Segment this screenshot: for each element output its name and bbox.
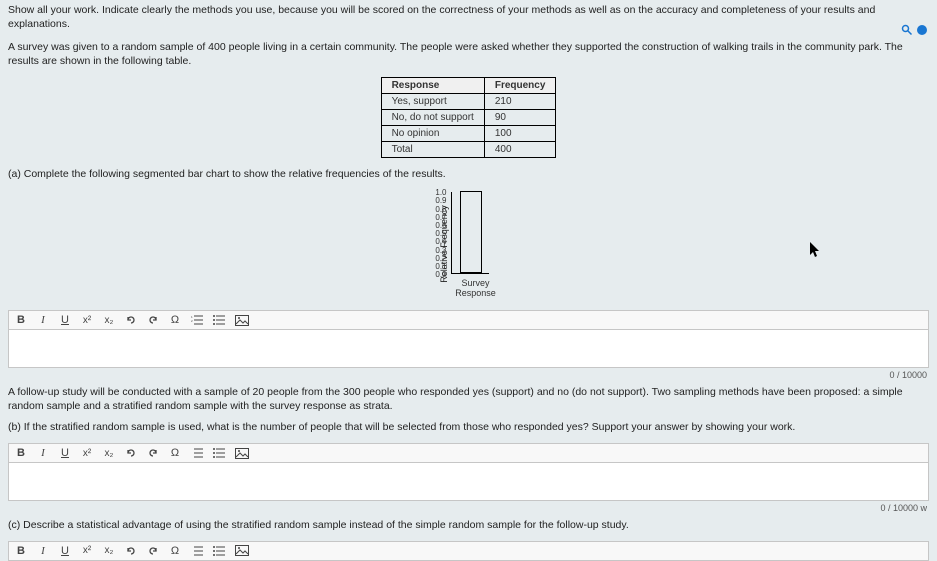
redo-button[interactable] <box>147 447 159 459</box>
underline-button[interactable]: U <box>59 447 71 459</box>
part-c-text: (c) Describe a statistical advantage of … <box>8 519 929 533</box>
underline-button[interactable]: U <box>59 545 71 557</box>
table-cell: 210 <box>484 93 556 109</box>
redo-button[interactable] <box>147 314 159 326</box>
part-a-text: (a) Complete the following segmented bar… <box>8 168 929 182</box>
table-cell: No, do not support <box>381 109 484 125</box>
underline-button[interactable]: U <box>59 314 71 326</box>
ordered-list-button[interactable]: 12 <box>191 315 203 325</box>
superscript-button[interactable]: x² <box>81 315 93 326</box>
undo-button[interactable] <box>125 447 137 459</box>
omega-button[interactable]: Ω <box>169 447 181 459</box>
image-button[interactable] <box>235 315 249 326</box>
table-cell: No opinion <box>381 125 484 141</box>
subscript-button[interactable]: x₂ <box>103 315 115 326</box>
svg-text:2: 2 <box>191 319 193 323</box>
answer-editor-a[interactable] <box>8 330 929 368</box>
ordered-list-button[interactable] <box>191 546 203 556</box>
omega-button[interactable]: Ω <box>169 545 181 557</box>
bar-outline <box>460 191 482 273</box>
table-cell: 90 <box>484 109 556 125</box>
undo-button[interactable] <box>125 314 137 326</box>
search-icon[interactable] <box>901 24 913 36</box>
unordered-list-button[interactable] <box>213 546 225 556</box>
redo-button[interactable] <box>147 545 159 557</box>
frequency-table: Response Frequency Yes, support210 No, d… <box>381 77 557 158</box>
editor-toolbar-c: B I U x² x₂ Ω <box>8 541 929 561</box>
bold-button[interactable]: B <box>15 447 27 459</box>
bold-button[interactable]: B <box>15 545 27 557</box>
image-button[interactable] <box>235 448 249 459</box>
bold-button[interactable]: B <box>15 314 27 326</box>
superscript-button[interactable]: x² <box>81 448 93 459</box>
part-b-text: (b) If the stratified random sample is u… <box>8 421 929 435</box>
omega-button[interactable]: Ω <box>169 314 181 326</box>
status-dot-icon <box>917 25 927 35</box>
italic-button[interactable]: I <box>37 314 49 326</box>
char-counter-b: 0 / 10000 w <box>8 501 929 519</box>
italic-button[interactable]: I <box>37 545 49 557</box>
superscript-button[interactable]: x² <box>81 545 93 556</box>
table-header: Response <box>381 77 484 93</box>
editor-toolbar-a: B I U x² x₂ Ω 12 <box>8 310 929 330</box>
answer-editor-b[interactable] <box>8 463 929 501</box>
editor-toolbar-b: B I U x² x₂ Ω <box>8 443 929 463</box>
part-b-intro-text: A follow-up study will be conducted with… <box>8 386 929 413</box>
instructions-text: Show all your work. Indicate clearly the… <box>8 4 929 31</box>
ordered-list-button[interactable] <box>191 448 203 458</box>
table-cell: 100 <box>484 125 556 141</box>
plot-area <box>451 192 489 274</box>
subscript-button[interactable]: x₂ <box>103 448 115 459</box>
segmented-bar-chart: Relative Frequency 1.00.90.8 0.70.60.5 0… <box>409 189 529 299</box>
table-cell: Yes, support <box>381 93 484 109</box>
subscript-button[interactable]: x₂ <box>103 545 115 556</box>
image-button[interactable] <box>235 545 249 556</box>
italic-button[interactable]: I <box>37 447 49 459</box>
unordered-list-button[interactable] <box>213 315 225 325</box>
table-header: Frequency <box>484 77 556 93</box>
y-ticks: 1.00.90.8 0.70.60.5 0.40.30.2 0.10.0 <box>427 189 447 279</box>
top-right-controls <box>901 24 927 36</box>
unordered-list-button[interactable] <box>213 448 225 458</box>
undo-button[interactable] <box>125 545 137 557</box>
table-cell: Total <box>381 141 484 157</box>
char-counter-a: 0 / 10000 <box>8 368 929 386</box>
table-cell: 400 <box>484 141 556 157</box>
survey-intro-text: A survey was given to a random sample of… <box>8 41 929 68</box>
x-axis-label: SurveyResponse <box>451 279 501 299</box>
